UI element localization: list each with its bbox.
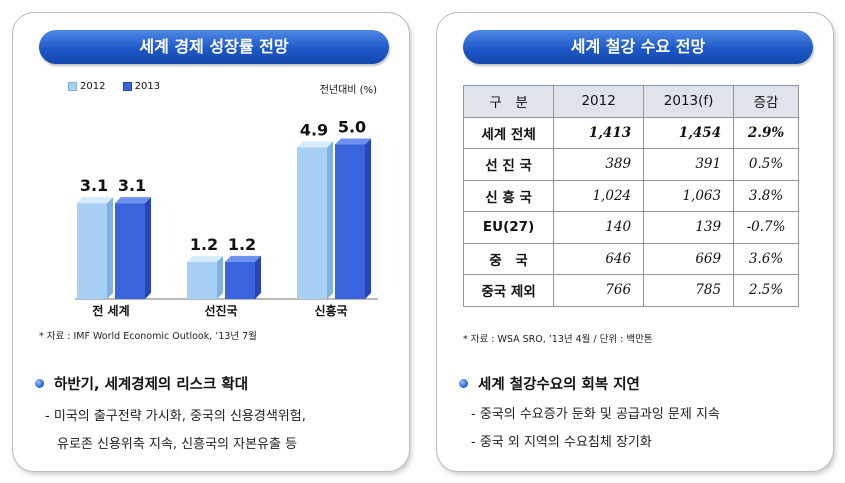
- data-label-2013-2: 5.0: [338, 117, 366, 136]
- header-change: 증감: [733, 85, 799, 118]
- bar-side-2012-2: [327, 141, 333, 299]
- row-change: 0.5%: [733, 148, 799, 181]
- bar-2013-2: [335, 144, 365, 299]
- table-header-row: 구 분 2012 2013(f) 증감: [462, 85, 799, 118]
- row-label: 세계 전체: [462, 116, 555, 149]
- table-row: 세계 전체 1,413 1,454 2.9%: [462, 116, 799, 149]
- row-label: 신 흥 국: [462, 179, 555, 212]
- unit-label: 전년대비 (%): [319, 85, 377, 96]
- legend-swatch-2013: [122, 82, 132, 91]
- bar-2013-0: [115, 203, 145, 299]
- bar-2012-1: [187, 261, 217, 299]
- category-label-1: 선진국: [204, 303, 237, 318]
- row-value-2013: 139: [643, 211, 735, 244]
- table-row: 신 흥 국 1,024 1,063 3.8%: [462, 179, 799, 212]
- steel-panel: 세계 철강 수요 전망 구 분 2012 2013(f) 증감 세계 전체 1,…: [436, 12, 834, 472]
- bar-side-2012-0: [107, 197, 113, 299]
- bullet-dot-icon: [35, 379, 44, 388]
- growth-panel-title: 세계 경제 성장률 전망: [39, 30, 389, 64]
- growth-source: * 자료 : IMF World Economic Outlook, ’13년 …: [39, 331, 257, 342]
- row-label: 중 국: [462, 242, 555, 275]
- legend-swatch-2012: [68, 82, 77, 91]
- steel-sub-line-1: - 중국의 수요증가 둔화 및 공급과잉 문제 지속: [471, 407, 720, 422]
- row-change: 3.8%: [733, 179, 799, 212]
- header-category: 구 분: [462, 85, 555, 118]
- row-value-2013: 391: [643, 148, 735, 181]
- data-label-2013-1: 1.2: [228, 235, 256, 254]
- legend-item-2012: 2012: [68, 81, 105, 92]
- row-change: -0.7%: [733, 211, 799, 244]
- bar-side-2012-1: [217, 255, 223, 299]
- growth-bullet-text: 하반기, 세계경제의 리스크 확대: [54, 377, 249, 393]
- row-value-2013: 669: [643, 242, 735, 275]
- category-label-0: 전 세계: [92, 303, 129, 318]
- category-label-2: 신흥국: [314, 303, 347, 318]
- bullet-dot-icon: [459, 379, 468, 388]
- row-value-2013: 1,063: [643, 179, 735, 212]
- row-label: 선 진 국: [462, 148, 555, 181]
- growth-panel: 세계 경제 성장률 전망 2012 2013 전년대비 (%) 3.1 3.1 전 …: [12, 12, 410, 472]
- steel-bullet-text: 세계 철강수요의 회복 지연: [478, 377, 640, 393]
- bar-2012-2: [297, 147, 327, 299]
- row-change: 2.5%: [733, 274, 799, 307]
- bar-2012-0: [77, 203, 107, 299]
- row-label: 중국 제외: [462, 274, 555, 307]
- row-value-2012: 140: [553, 211, 645, 244]
- header-2012: 2012: [553, 85, 645, 118]
- row-label: EU(27): [462, 211, 555, 244]
- bar-side-2013-2: [365, 138, 371, 299]
- bar-top-2013-0: [115, 197, 151, 204]
- row-value-2012: 1,413: [553, 116, 645, 149]
- row-value-2012: 1,024: [553, 179, 645, 212]
- row-value-2012: 389: [553, 148, 645, 181]
- legend-label-2013: 2013: [134, 81, 161, 92]
- growth-bullet: 하반기, 세계경제의 리스크 확대: [35, 373, 248, 394]
- row-change: 3.6%: [733, 242, 799, 275]
- bar-top-2012-2: [297, 141, 333, 148]
- bar-top-2012-1: [187, 255, 223, 262]
- header-2013: 2013(f): [643, 85, 735, 118]
- growth-sub-line-1: - 미국의 출구전략 가시화, 중국의 신용경색위험,: [45, 409, 306, 424]
- row-value-2013: 1,454: [643, 116, 735, 149]
- steel-bullet: 세계 철강수요의 회복 지연: [459, 373, 640, 394]
- table-row: 선 진 국 389 391 0.5%: [462, 148, 799, 181]
- growth-sub-line-2: 유로존 신용위축 지속, 신흥국의 자본유출 등: [57, 437, 298, 452]
- bar-2013-1: [225, 261, 255, 299]
- row-value-2012: 766: [553, 274, 645, 307]
- data-label-2012-2: 4.9: [300, 121, 328, 140]
- legend-label-2012: 2012: [80, 81, 106, 92]
- chart-legend: 2012 2013: [68, 81, 174, 94]
- steel-sub-line-2: - 중국 외 지역의 수요침체 장기화: [471, 435, 652, 450]
- bar-side-2013-0: [145, 197, 151, 299]
- row-value-2012: 646: [553, 242, 645, 275]
- table-row: 중국 제외 766 785 2.5%: [462, 274, 799, 307]
- bar-top-2013-1: [225, 255, 261, 262]
- steel-source: * 자료 : WSA SRO, ’13년 4월 / 단위 : 백만톤: [463, 334, 653, 345]
- table-row: EU(27) 140 139 -0.7%: [462, 211, 799, 244]
- row-value-2013: 785: [643, 274, 735, 307]
- data-label-2012-1: 1.2: [190, 235, 218, 254]
- bar-side-2013-1: [255, 255, 261, 299]
- growth-bar-chart: 3.1 3.1 전 세계 1.2 1.2 선진국 4.9 5.0 신흥국: [75, 117, 378, 318]
- row-change: 2.9%: [733, 116, 799, 149]
- table-row: 중 국 646 669 3.6%: [462, 242, 799, 275]
- bar-top-2012-0: [77, 197, 113, 204]
- bar-top-2013-2: [335, 138, 371, 145]
- data-label-2012-0: 3.1: [80, 176, 108, 195]
- steel-panel-title: 세계 철강 수요 전망: [463, 30, 813, 64]
- steel-demand-table: 구 분 2012 2013(f) 증감 세계 전체 1,413 1,454 2.…: [462, 85, 799, 307]
- legend-item-2013: 2013: [122, 81, 161, 92]
- data-label-2013-0: 3.1: [118, 176, 146, 195]
